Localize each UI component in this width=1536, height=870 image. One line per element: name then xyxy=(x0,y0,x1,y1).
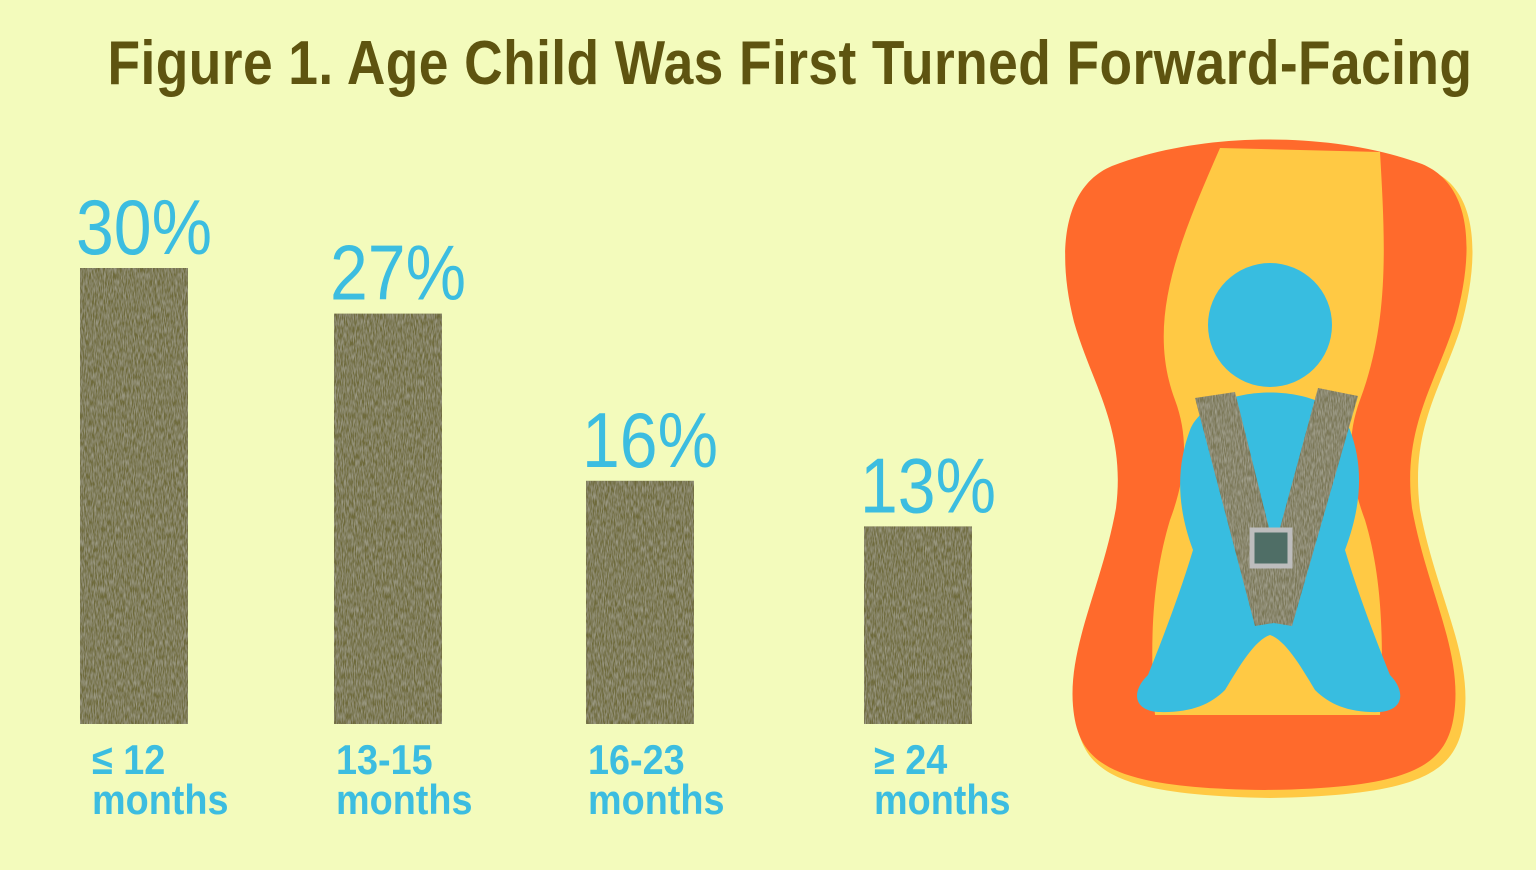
data-label: 16% xyxy=(582,396,718,484)
category-label-line: months xyxy=(92,776,229,823)
bar-chart: 30% 27% 16% 13% xyxy=(76,183,996,724)
bar xyxy=(586,480,694,724)
category-label-line: months xyxy=(588,776,725,823)
category-label-line: 13-15 xyxy=(336,736,433,783)
category-label: 13-15 months xyxy=(336,736,473,823)
data-label: 27% xyxy=(330,229,466,317)
bar xyxy=(80,268,188,724)
data-label: 13% xyxy=(860,441,996,529)
bar xyxy=(334,313,442,724)
category-label: 16-23 months xyxy=(588,736,725,823)
harness xyxy=(1195,388,1358,626)
buckle xyxy=(1249,527,1293,569)
child-car-seat-icon xyxy=(1065,139,1473,798)
category-label: ≥ 24 months xyxy=(874,736,1011,823)
data-label: 30% xyxy=(76,183,212,271)
category-label: ≤ 12 months xyxy=(92,736,229,823)
category-label-line: months xyxy=(874,776,1011,823)
bar xyxy=(864,526,972,724)
category-label-line: months xyxy=(336,776,473,823)
chart-title: Figure 1. Age Child Was First Turned For… xyxy=(107,29,1473,98)
child-head xyxy=(1208,263,1332,387)
category-label-line: 16-23 xyxy=(588,736,685,783)
category-label-line: ≤ 12 xyxy=(92,736,166,783)
category-label-line: ≥ 24 xyxy=(874,736,948,783)
